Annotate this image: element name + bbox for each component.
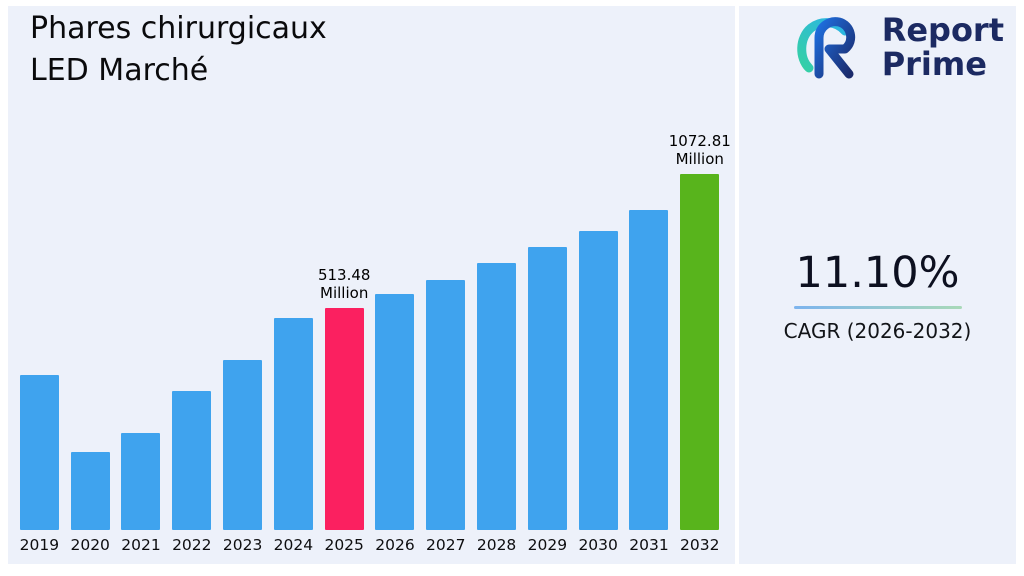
bar-column-2020: 2020 — [65, 452, 116, 556]
bar-column-2026: 2026 — [370, 294, 421, 556]
report-prime-logo: Report Prime — [793, 12, 1004, 84]
x-tick-label-2024: 2024 — [273, 536, 314, 554]
bar-2021 — [121, 433, 161, 530]
page-title: Phares chirurgicaux LED Marché — [30, 8, 327, 92]
bar-column-2019: 2019 — [14, 375, 65, 556]
x-tick-label-2022: 2022 — [172, 536, 212, 554]
brand-word-report: Report — [881, 11, 1004, 50]
bar-column-2030: 2030 — [573, 231, 624, 556]
x-tick-label-2032: 2032 — [680, 536, 720, 554]
cagr-label: CAGR (2026-2032) — [783, 319, 972, 343]
bar-2026 — [375, 294, 415, 530]
bar-2029 — [527, 247, 567, 530]
bar-2020 — [70, 452, 110, 530]
bar-column-2024: 2024 — [268, 318, 319, 556]
bar-2023 — [223, 360, 263, 530]
x-tick-label-2030: 2030 — [578, 536, 618, 554]
bar-chart: 2019 2020 2021 2022 2023 2024 513.48 Million 202… — [14, 106, 731, 557]
bar-2024 — [273, 318, 313, 530]
bar-2022 — [172, 391, 212, 530]
bar-2025 — [324, 308, 364, 530]
x-tick-label-2029: 2029 — [527, 536, 568, 554]
chart-canvas: Phares chirurgicaux LED Marché — [8, 6, 1016, 564]
report-prime-logo-icon — [793, 12, 869, 84]
report-prime-wordmark: Report Prime — [882, 14, 1004, 81]
page-title-line1: Phares chirurgicaux — [30, 11, 327, 46]
x-tick-label-2023: 2023 — [222, 536, 263, 554]
x-tick-label-2031: 2031 — [629, 536, 669, 554]
x-tick-label-2028: 2028 — [476, 536, 517, 554]
bar-2031 — [629, 210, 669, 530]
bar-column-2023: 2023 — [217, 360, 268, 556]
bar-column-2029: 2029 — [522, 247, 573, 556]
bar-2019 — [19, 375, 59, 530]
bar-column-2031: 2031 — [624, 210, 675, 556]
bar-2027 — [426, 280, 466, 530]
vertical-divider — [735, 6, 739, 564]
bar-column-2027: 2027 — [420, 280, 471, 556]
bar-column-2028: 2028 — [471, 263, 522, 556]
x-tick-label-2025: 2025 — [324, 536, 364, 554]
bar-2032 — [680, 174, 720, 530]
x-tick-label-2019: 2019 — [19, 536, 60, 554]
x-tick-label-2026: 2026 — [375, 536, 415, 554]
bar-column-2021: 2021 — [116, 433, 167, 556]
cagr-block: 11.10% CAGR (2026-2032) — [739, 248, 1016, 343]
cagr-value: 11.10% — [795, 248, 960, 298]
page-title-line2: LED Marché — [30, 53, 209, 88]
bar-2030 — [578, 231, 618, 530]
cagr-underline — [793, 306, 962, 309]
right-panel: 11.10% CAGR (2026-2032) — [739, 6, 1016, 564]
x-tick-label-2021: 2021 — [121, 536, 161, 554]
bar-value-annotation-2032: 1072.81 Million — [668, 131, 731, 169]
brand-word-prime: Prime — [881, 45, 987, 83]
x-tick-label-2020: 2020 — [70, 536, 110, 554]
bar-column-2032: 1072.81 Million 2032 — [669, 132, 731, 557]
bar-column-2022: 2022 — [166, 391, 217, 556]
bar-value-annotation-2025: 513.48 Million — [317, 265, 371, 303]
x-tick-label-2027: 2027 — [426, 536, 466, 554]
bar-column-2025: 513.48 Million 2025 — [317, 265, 371, 557]
bar-2028 — [477, 263, 517, 530]
